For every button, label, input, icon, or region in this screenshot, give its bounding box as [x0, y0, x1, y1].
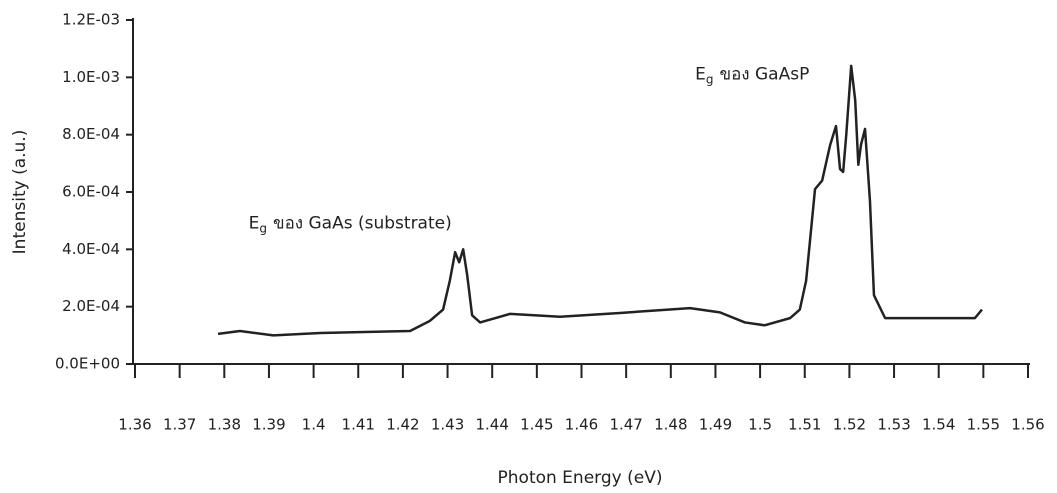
x-tick-label: 1.54 — [922, 416, 955, 434]
x-tick-label: 1.38 — [208, 416, 241, 434]
x-tick-label: 1.55 — [967, 416, 1000, 434]
x-tick-label: 1.45 — [520, 416, 553, 434]
annotation-main: E — [249, 214, 260, 234]
y-axis-title: Intensity (a.u.) — [10, 130, 30, 255]
annotation: Eg ของ GaAs (substrate) — [249, 214, 452, 236]
x-tick-label: 1.43 — [431, 416, 464, 434]
x-tick-label: 1.52 — [833, 416, 866, 434]
y-tick-label: 0.0E+00 — [55, 355, 120, 373]
x-tick-label: 1.4 — [302, 416, 326, 434]
annotation-text: ของ GaAsP — [719, 64, 809, 84]
y-tick-label: 6.0E-04 — [62, 183, 120, 201]
x-axis-title: Photon Energy (eV) — [498, 468, 663, 488]
x-tick-label: 1.53 — [877, 416, 910, 434]
y-tick-label: 1.2E-03 — [62, 11, 120, 29]
x-tick-label: 1.46 — [565, 416, 598, 434]
annotation-sub: g — [706, 72, 714, 86]
data-line — [217, 64, 983, 337]
y-tick-label: 1.0E-03 — [62, 68, 120, 86]
x-tick-label: 1.51 — [788, 416, 821, 434]
x-tick-label: 1.44 — [475, 416, 508, 434]
x-tick-label: 1.37 — [163, 416, 196, 434]
x-tick-label: 1.41 — [342, 416, 375, 434]
x-tick-label: 1.48 — [654, 416, 687, 434]
annotation-text: ของ GaAs (substrate) — [273, 214, 452, 234]
y-tick-label: 2.0E-04 — [62, 297, 120, 315]
x-tick-label: 1.47 — [609, 416, 642, 434]
x-tick-label: 1.42 — [386, 416, 419, 434]
x-tick-label: 1.49 — [699, 416, 732, 434]
x-tick-label: 1.56 — [1011, 416, 1044, 434]
x-tick-label: 1.36 — [118, 416, 151, 434]
annotation-main: E — [695, 64, 706, 84]
x-tick-label: 1.5 — [748, 416, 772, 434]
annotation-sub: g — [259, 221, 267, 235]
annotation: Eg ของ GaAsP — [695, 64, 809, 86]
y-tick-label: 8.0E-04 — [62, 125, 120, 143]
y-tick-label: 4.0E-04 — [62, 240, 120, 258]
x-tick-label: 1.39 — [252, 416, 285, 434]
